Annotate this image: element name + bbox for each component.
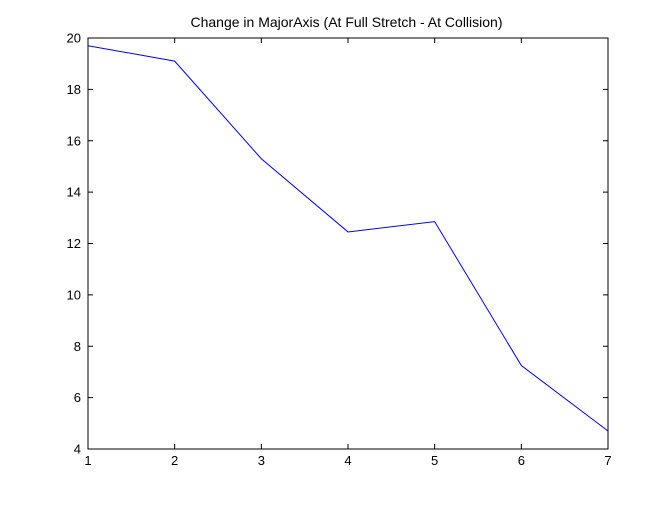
plot-area-frame (87, 37, 609, 450)
y-tick-label: 6 (74, 390, 81, 405)
chart-title: Change in MajorAxis (At Full Stretch - A… (191, 14, 503, 30)
y-tick-label: 14 (67, 185, 81, 200)
y-tick-label: 18 (67, 82, 81, 97)
y-tick-label: 20 (67, 31, 81, 46)
series-line (87, 45, 609, 432)
series-layer (87, 45, 609, 432)
y-tick-label: 10 (67, 287, 81, 302)
y-tick-label: 8 (74, 339, 81, 354)
y-tick-label: 12 (67, 236, 81, 251)
y-tick-label: 4 (74, 442, 81, 457)
x-tick-label: 4 (344, 453, 351, 468)
x-tick-label: 1 (84, 453, 91, 468)
y-tick-label: 16 (67, 133, 81, 148)
x-tick-label: 7 (604, 453, 611, 468)
x-tick-label: 5 (431, 453, 438, 468)
x-tick-label: 3 (258, 453, 265, 468)
x-tick-label: 2 (171, 453, 178, 468)
x-tick-label: 6 (518, 453, 525, 468)
axis-ticks (87, 37, 609, 450)
